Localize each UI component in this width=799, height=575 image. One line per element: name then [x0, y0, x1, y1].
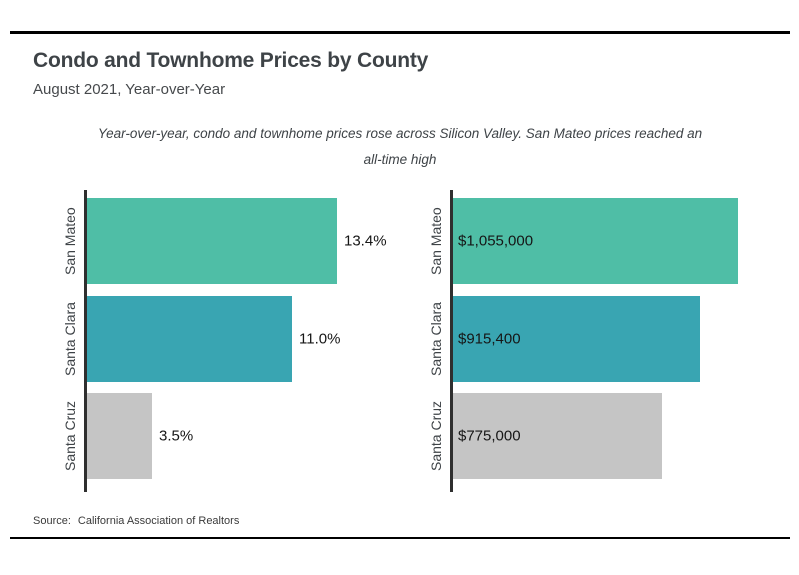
category-label: Santa Clara [62, 301, 78, 376]
bar-row: Santa Cruz 3.5% [58, 393, 420, 479]
chart-yoy-price-change: San Mateo 13.4% Santa Clara 11.0% Santa Cruz… [58, 190, 420, 492]
value-label: $775,000 [458, 427, 521, 445]
source-note: Source: California Association of Realtor… [33, 515, 239, 527]
value-label: 3.5% [159, 427, 194, 445]
category-label: Santa Cruz [62, 400, 78, 472]
category-axis-line [450, 190, 453, 492]
page-subtitle: August 2021, Year-over-Year [33, 81, 226, 98]
value-label: 13.4% [344, 232, 387, 250]
bar-row: Santa Clara 11.0% [58, 295, 420, 382]
chart-median-price: San Mateo $1,055,000 Santa Clara $915,400 Sa… [424, 190, 794, 492]
chart-annotation: Year-over-year, condo and townhome price… [97, 126, 703, 168]
category-label: Santa Clara [428, 301, 444, 376]
source-text: California Association of Realtors [77, 515, 240, 527]
category-label: San Mateo [428, 207, 444, 275]
bar-row: San Mateo $1,055,000 [424, 198, 794, 284]
category-label: Santa Cruz [428, 400, 444, 472]
bar [87, 295, 292, 382]
value-label: $915,400 [458, 330, 521, 347]
source-label: Source: [33, 515, 71, 527]
top-rule [10, 31, 790, 34]
bar-row: San Mateo 13.4% [58, 198, 420, 284]
bar-row: Santa Clara $915,400 [424, 295, 794, 382]
category-label: San Mateo [62, 207, 78, 275]
category-axis-line [84, 190, 87, 492]
bar [87, 393, 152, 479]
bottom-rule [10, 537, 790, 539]
value-label: 11.0% [299, 330, 341, 347]
bar-row: Santa Cruz $775,000 [424, 393, 794, 479]
bar [453, 295, 700, 382]
bar [453, 198, 738, 284]
bar [87, 198, 337, 284]
page-title: Condo and Townhome Prices by County [33, 49, 429, 72]
bar [453, 393, 662, 479]
value-label: $1,055,000 [458, 232, 534, 250]
